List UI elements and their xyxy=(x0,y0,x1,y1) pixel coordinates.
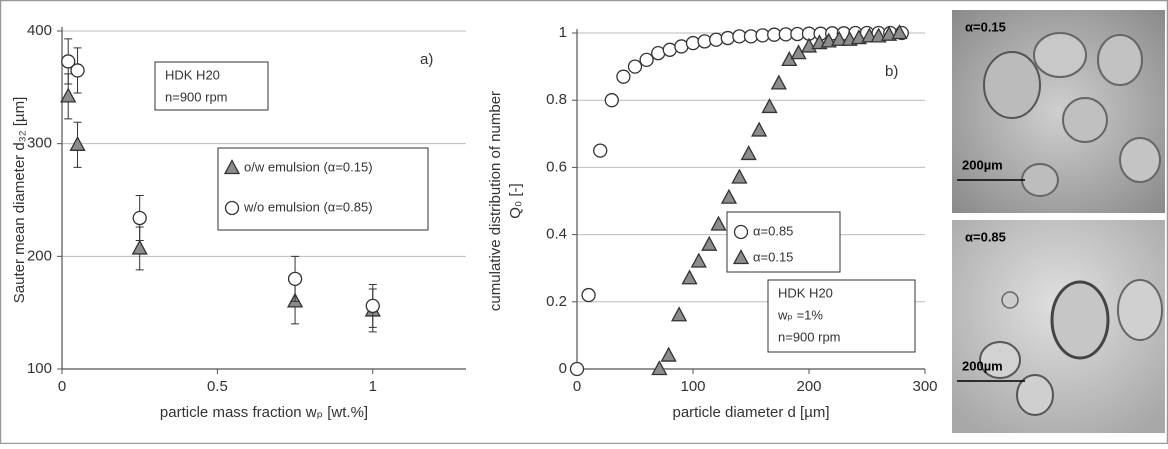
annotation-box xyxy=(767,279,916,353)
marker xyxy=(593,143,608,158)
marker xyxy=(761,98,778,114)
panel-label: b) xyxy=(885,63,898,80)
marker xyxy=(720,30,735,46)
x-axis-label: particle mass fraction wₚ [wt.%] xyxy=(160,404,368,421)
legend-marker xyxy=(224,200,240,216)
y-tick-label: 300 xyxy=(27,135,52,152)
marker xyxy=(701,235,718,251)
x-axis-label: particle diameter d [µm] xyxy=(672,404,829,421)
x-tick-label: 1 xyxy=(369,378,377,395)
marker xyxy=(604,93,619,108)
annotation: HDK H20 xyxy=(778,285,833,300)
marker xyxy=(685,35,701,51)
marker xyxy=(616,69,631,84)
marker xyxy=(740,145,757,161)
marker xyxy=(709,32,724,47)
y-tick-label: 100 xyxy=(27,360,52,377)
marker xyxy=(891,24,908,40)
x-tick-label: 0.5 xyxy=(207,378,228,395)
y-tick-label: 0.6 xyxy=(546,158,567,175)
y-axis-label: Sauter mean diameter d₃₂ [µm] xyxy=(11,97,28,304)
y-tick-label: 1 xyxy=(559,24,567,41)
y-tick-label: 0 xyxy=(559,360,567,377)
marker xyxy=(731,168,748,184)
marker xyxy=(690,252,707,268)
marker xyxy=(870,27,887,43)
marker xyxy=(850,29,867,45)
marker xyxy=(681,269,698,285)
marker xyxy=(569,361,585,377)
legend-marker xyxy=(732,249,750,265)
annotation: n=900 rpm xyxy=(165,89,228,104)
scale-label: 200µm xyxy=(962,157,1003,172)
image-label: α=0.85 xyxy=(965,229,1006,244)
x-tick-label: 100 xyxy=(680,378,705,395)
marker xyxy=(751,121,768,137)
micrograph: α=0.15 200µm xyxy=(952,10,1165,213)
marker xyxy=(365,298,380,314)
legend-label: α=0.85 xyxy=(753,223,793,238)
scale-label: 200µm xyxy=(962,358,1003,373)
marker xyxy=(820,32,837,48)
y-axis-label: Q₀ [-] xyxy=(507,183,524,218)
marker xyxy=(70,63,85,78)
legend-marker xyxy=(733,224,749,240)
y-tick-label: 400 xyxy=(27,22,52,39)
x-tick-label: 200 xyxy=(796,378,821,395)
image-label: α=0.15 xyxy=(965,19,1006,34)
legend-marker xyxy=(223,159,241,175)
y-tick-label: 200 xyxy=(27,247,52,264)
annotation: wₚ =1% xyxy=(777,307,823,322)
marker xyxy=(131,239,148,255)
marker xyxy=(69,135,86,151)
marker xyxy=(880,25,898,41)
annotation: HDK H20 xyxy=(165,67,220,82)
marker xyxy=(627,59,643,74)
panel-label: a) xyxy=(420,51,433,68)
legend-box xyxy=(217,147,429,231)
marker xyxy=(697,34,712,49)
marker xyxy=(720,188,738,204)
marker xyxy=(581,287,596,303)
y-tick-label: 0.4 xyxy=(546,226,567,243)
y-tick-label: 0.8 xyxy=(546,91,567,108)
marker xyxy=(660,346,677,362)
marker xyxy=(61,54,76,69)
marker xyxy=(287,271,303,287)
marker xyxy=(651,360,668,376)
legend-label: w/o emulsion (α=0.85) xyxy=(243,199,373,214)
marker xyxy=(831,30,848,46)
legend-label: α=0.15 xyxy=(753,249,793,264)
annotation-box xyxy=(154,61,269,111)
annotation: n=900 rpm xyxy=(778,329,841,344)
x-tick-label: 0 xyxy=(58,378,66,395)
marker xyxy=(710,215,727,231)
marker xyxy=(132,210,147,226)
x-tick-label: 300 xyxy=(912,378,937,395)
marker xyxy=(639,52,654,68)
y-axis-label: cumulative distribution of number xyxy=(487,91,504,311)
marker xyxy=(60,87,77,103)
legend-label: o/w emulsion (α=0.15) xyxy=(244,159,373,174)
micrograph: α=0.85 200µm xyxy=(952,220,1165,433)
y-tick-label: 0.2 xyxy=(546,293,567,310)
marker xyxy=(770,74,787,90)
marker xyxy=(670,306,688,322)
x-tick-label: 0 xyxy=(573,378,581,395)
